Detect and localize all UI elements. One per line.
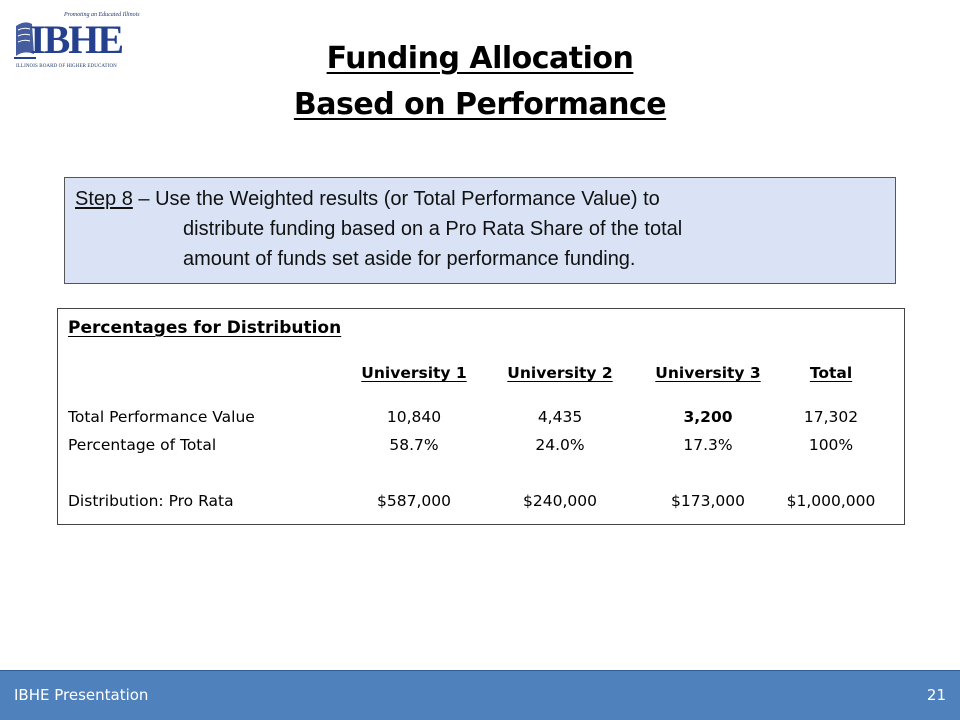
ibhe-logo: Promoting an Educated Illinois IBHE ILLI… <box>12 12 140 72</box>
title-line-2: Based on Performance <box>293 87 667 122</box>
column-header-university-2: University 2 <box>507 364 613 382</box>
title-line-1: Funding Allocation <box>326 41 634 76</box>
column-header-university-3: University 3 <box>655 364 761 382</box>
table-cell: 4,435 <box>537 408 583 426</box>
table-cell: $173,000 <box>671 492 745 510</box>
table-cell: 24.0% <box>535 436 585 454</box>
table-cell: 17.3% <box>683 436 733 454</box>
row-label-distribution-pro-rata: Distribution: Pro Rata <box>68 492 234 510</box>
row-label-percentage-of-total: Percentage of Total <box>68 436 217 454</box>
column-header-total: Total <box>809 364 853 382</box>
step-line-2: distribute funding based on a Pro Rata S… <box>183 218 683 240</box>
slide-title: Funding Allocation Based on Performance <box>0 36 960 128</box>
table-cell: 17,302 <box>803 408 859 426</box>
step-line-3: amount of funds set aside for performanc… <box>183 248 636 270</box>
footer-bar: IBHE Presentation 21 <box>0 670 960 720</box>
column-header-university-1: University 1 <box>361 364 467 382</box>
table-cell: 100% <box>808 436 854 454</box>
logo-tagline: Promoting an Educated Illinois <box>64 12 140 18</box>
table-cell: $240,000 <box>523 492 597 510</box>
logo-subtitle: ILLINOIS BOARD OF HIGHER EDUCATION <box>16 64 117 69</box>
logo-letters: IBHE <box>30 17 124 62</box>
table-cell: $1,000,000 <box>786 492 876 510</box>
step-label: Step 8 <box>75 188 133 210</box>
distribution-table: Percentages for Distribution University … <box>57 308 905 525</box>
step-line-1: Step 8 – Use the Weighted results (or To… <box>75 184 885 214</box>
page-number: 21 <box>926 686 946 704</box>
footer-presentation-name: IBHE Presentation <box>14 686 149 704</box>
step-line-1-text: – Use the Weighted results (or Total Per… <box>132 188 660 210</box>
distribution-heading: Percentages for Distribution <box>68 318 342 338</box>
table-cell: $587,000 <box>377 492 451 510</box>
table-cell: 3,200 <box>683 408 733 426</box>
row-label-total-performance-value: Total Performance Value <box>68 408 255 426</box>
table-cell: 10,840 <box>386 408 442 426</box>
ibhe-logo-icon <box>14 22 36 59</box>
table-cell: 58.7% <box>389 436 439 454</box>
step-box: Step 8 – Use the Weighted results (or To… <box>64 177 896 284</box>
